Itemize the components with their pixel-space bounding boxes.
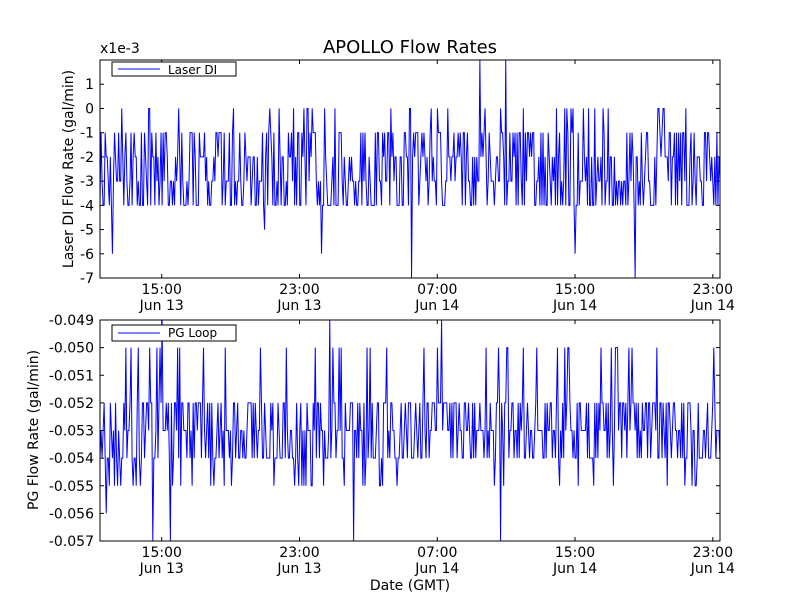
laser-di-ytick-label: -3 bbox=[80, 174, 94, 190]
pg-loop-ytick-label: -0.050 bbox=[49, 341, 94, 357]
laser-di-xtick-time-label: 15:00 bbox=[555, 282, 595, 298]
laser-di-ytick-label: -1 bbox=[80, 126, 94, 142]
chart-title: APOLLO Flow Rates bbox=[323, 37, 497, 58]
laser-di-xtick-time-label: 23:00 bbox=[693, 282, 733, 298]
pg-loop-ytick-label: -0.049 bbox=[49, 313, 94, 329]
pg-loop-xtick-date-label: Jun 13 bbox=[139, 561, 184, 577]
laser-di-ytick-label: -5 bbox=[80, 223, 94, 239]
laser-di-ytick-label: 1 bbox=[85, 77, 94, 93]
laser-di-legend-box bbox=[111, 61, 237, 77]
laser-di-legend: Laser DI bbox=[111, 61, 237, 77]
pg-loop-ytick-label: -0.053 bbox=[49, 424, 94, 440]
pg-loop-panel: -0.049 -0.050 -0.051 -0.052 -0.053 -0.054 -0.0… bbox=[26, 313, 735, 594]
laser-di-xtick-date-label: Jun 13 bbox=[139, 298, 184, 314]
laser-di-xtick-time-label: 23:00 bbox=[279, 282, 319, 298]
pg-loop-ytick-label: -0.056 bbox=[49, 506, 94, 522]
laser-di-ytick-label: -7 bbox=[80, 271, 94, 287]
pg-loop-xtick-time-label: 07:00 bbox=[417, 545, 457, 561]
pg-loop-xtick-date-label: Jun 13 bbox=[276, 561, 321, 577]
pg-loop-xtick-time-label: 15:00 bbox=[555, 545, 595, 561]
laser-di-ytick-label: -2 bbox=[80, 150, 94, 166]
laser-di-xtick-date-label: Jun 14 bbox=[414, 298, 459, 314]
pg-loop-xtick-time-label: 15:00 bbox=[142, 545, 182, 561]
x-axis-label: Date (GMT) bbox=[370, 578, 450, 594]
pg-loop-plot-frame bbox=[99, 319, 721, 542]
pg-loop-legend-label: PG Loop bbox=[168, 326, 217, 340]
laser-di-plot-frame bbox=[99, 59, 721, 279]
laser-di-xtick-date-label: Jun 14 bbox=[690, 298, 735, 314]
pg-loop-xtick-date-label: Jun 14 bbox=[552, 561, 597, 577]
pg-loop-xtick-time-label: 23:00 bbox=[693, 545, 733, 561]
laser-di-legend-label: Laser DI bbox=[168, 63, 217, 77]
laser-di-ytick-label: -6 bbox=[80, 247, 94, 263]
pg-loop-series-line bbox=[99, 319, 721, 542]
pg-loop-ytick-label: -0.052 bbox=[49, 396, 94, 412]
pg-loop-ytick-label: -0.057 bbox=[49, 534, 94, 550]
pg-loop-xtick-date-label: Jun 14 bbox=[690, 561, 735, 577]
pg-loop-xtick-time-label: 23:00 bbox=[279, 545, 319, 561]
pg-loop-ytick-label: -0.054 bbox=[49, 451, 94, 467]
laser-di-series-line bbox=[99, 59, 721, 279]
laser-di-xtick-time-label: 15:00 bbox=[142, 282, 182, 298]
laser-di-y-multiplier: x1e-3 bbox=[100, 41, 140, 57]
pg-loop-xtick-date-label: Jun 14 bbox=[414, 561, 459, 577]
laser-di-xtick-time-label: 07:00 bbox=[417, 282, 457, 298]
pg-loop-ytick-label: -0.051 bbox=[49, 368, 94, 384]
laser-di-xtick-date-label: Jun 14 bbox=[552, 298, 597, 314]
laser-di-ytick-label: -4 bbox=[80, 198, 94, 214]
laser-di-xtick-date-label: Jun 13 bbox=[276, 298, 321, 314]
pg-loop-legend: PG Loop bbox=[111, 324, 237, 342]
pg-loop-legend-box bbox=[111, 324, 237, 342]
pg-loop-ticks: -0.049 -0.050 -0.051 -0.052 -0.053 -0.054 -0.0… bbox=[49, 313, 735, 577]
laser-di-y-axis-label: Laser DI Flow Rate (gal/min) bbox=[61, 70, 77, 268]
laser-di-ytick-label: 0 bbox=[85, 101, 94, 117]
pg-loop-ytick-label: -0.055 bbox=[49, 479, 94, 495]
pg-loop-y-axis-label: PG Flow Rate (gal/min) bbox=[26, 350, 42, 510]
